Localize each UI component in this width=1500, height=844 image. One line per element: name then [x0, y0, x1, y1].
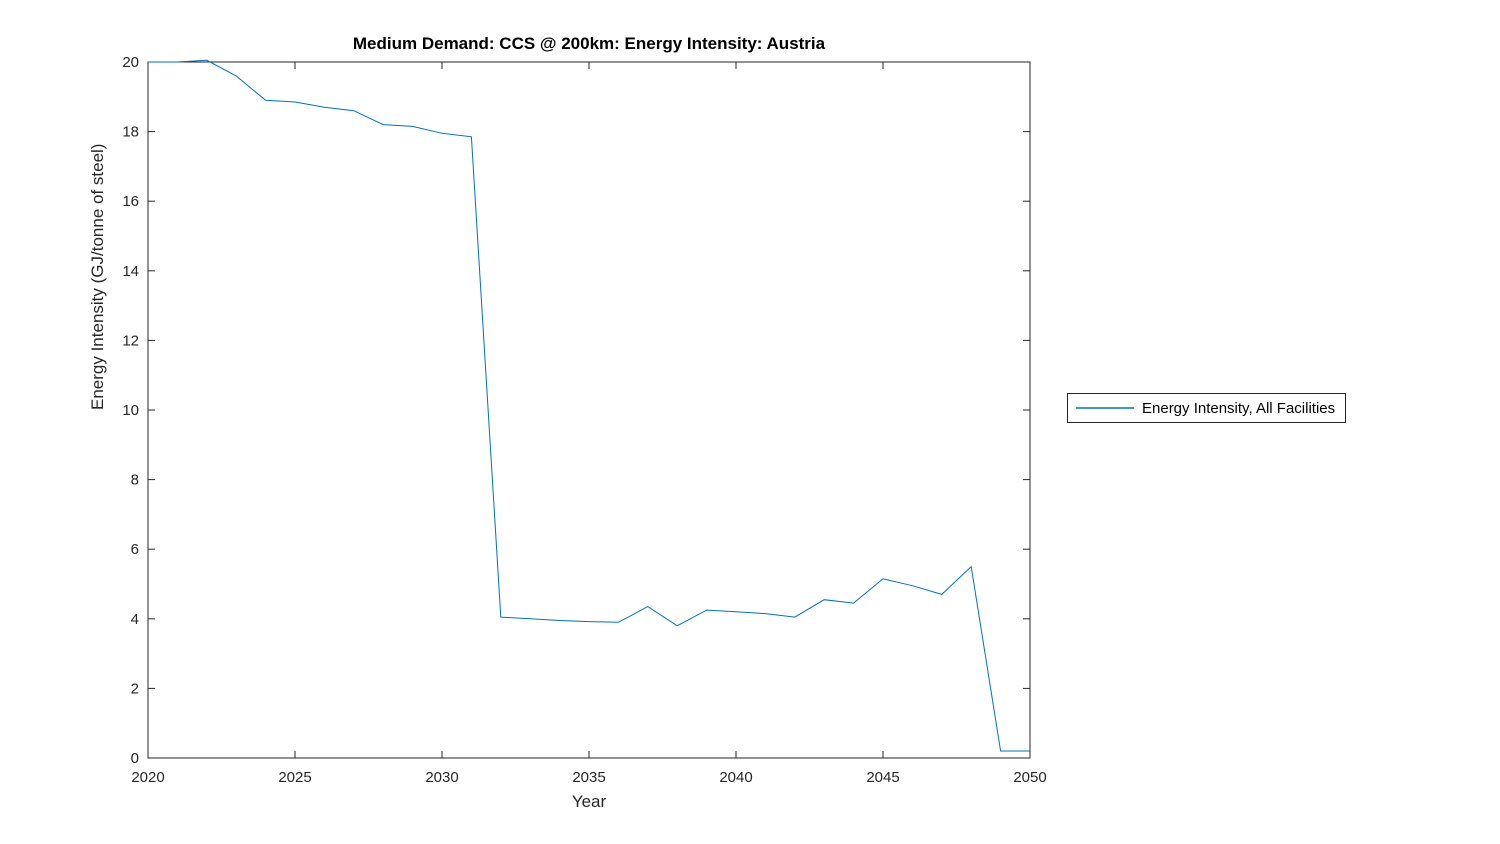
chart-title: Medium Demand: CCS @ 200km: Energy Inten…: [352, 34, 826, 53]
legend-line-sample: [1076, 407, 1134, 409]
svg-text:2045: 2045: [866, 769, 899, 786]
svg-text:8: 8: [131, 472, 139, 489]
svg-text:2030: 2030: [425, 769, 458, 786]
svg-text:2040: 2040: [719, 769, 752, 786]
legend: Energy Intensity, All Facilities: [1067, 393, 1347, 423]
svg-text:2020: 2020: [131, 769, 164, 786]
legend-entry-label: Energy Intensity, All Facilities: [1142, 399, 1336, 417]
svg-text:18: 18: [122, 124, 139, 141]
svg-text:16: 16: [122, 193, 139, 210]
svg-text:0: 0: [131, 750, 139, 767]
x-axis-label: Year: [571, 792, 607, 811]
svg-text:6: 6: [131, 541, 139, 558]
svg-text:2025: 2025: [278, 769, 311, 786]
svg-text:2050: 2050: [1013, 769, 1046, 786]
svg-text:12: 12: [122, 332, 139, 349]
svg-text:20: 20: [122, 54, 139, 71]
svg-text:10: 10: [122, 402, 139, 419]
svg-text:4: 4: [131, 611, 139, 628]
svg-text:2035: 2035: [572, 769, 605, 786]
svg-text:14: 14: [122, 263, 139, 280]
svg-text:2: 2: [131, 680, 139, 697]
